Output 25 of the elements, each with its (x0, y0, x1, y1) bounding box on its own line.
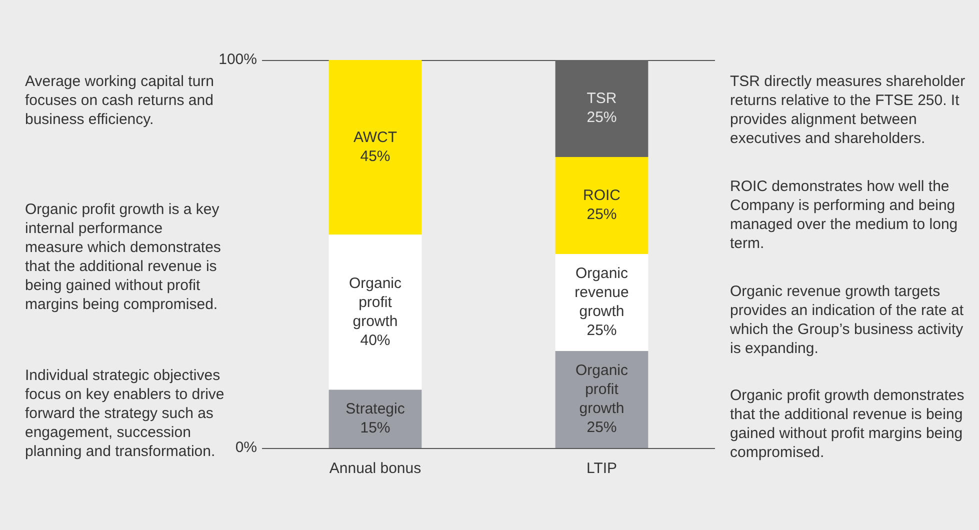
data-label: Strategic 15% (346, 400, 406, 437)
text: Average working capital turn focuses on cash returns and business efficiency. (25, 72, 215, 129)
bar (555, 351, 648, 448)
text: Organic profit growth is a key internal performance measure which demonstrates that the additional revenue is being gained without profit margins being compromised. (25, 200, 222, 314)
text: ROIC demonstrates how well the Company is performing and being managed over the medium to long term. (730, 177, 959, 253)
data-label: Organic profit growth 25% (575, 362, 629, 436)
bar (328, 234, 422, 390)
x-tick-label: LTIP (586, 460, 618, 478)
text: TSR directly measures shareholder returns relative to the FTSE 250. It provides alignment between executives and shareholders. (730, 72, 966, 148)
bar (555, 254, 648, 351)
data-label: AWCT 45% (353, 128, 398, 165)
x-tick-label: Annual bonus (329, 460, 422, 478)
text: Individual strategic objectives focus on key enablers to drive forward the strategy such as engagement, succession planning and transformation. (25, 366, 225, 461)
data-label: ROIC 25% (583, 187, 621, 224)
y-tick-label: 0% (235, 439, 257, 456)
bar (555, 157, 648, 254)
bar (328, 390, 422, 448)
bar (555, 60, 648, 157)
text: Organic revenue growth targets provides an indication of the rate at which the Group’s business activity is expanding. (730, 282, 964, 358)
data-label: Organic profit growth 40% (348, 274, 402, 349)
text: Organic profit growth demonstrates that the additional revenue is being gained without profit margins being compromised. (730, 386, 966, 462)
bar (328, 60, 422, 235)
data-label: TSR 25% (586, 90, 617, 126)
y-tick-label: 100% (218, 51, 257, 68)
data-label: Organic revenue growth 25% (574, 265, 629, 340)
